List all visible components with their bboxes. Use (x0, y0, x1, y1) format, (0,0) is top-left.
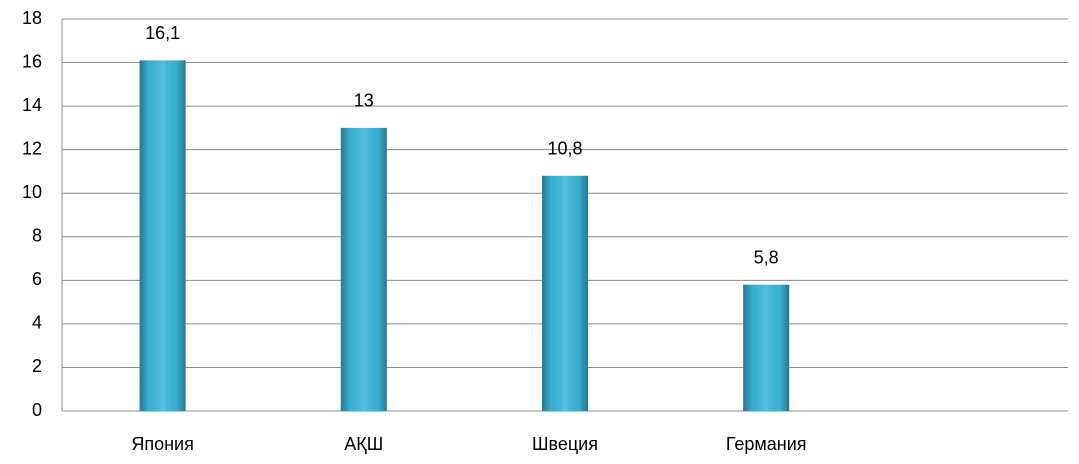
data-label: 10,8 (547, 139, 582, 159)
y-tick-label: 2 (32, 356, 42, 376)
bar (743, 284, 790, 411)
y-tick-label: 16 (22, 51, 42, 71)
data-label: 16,1 (145, 23, 180, 43)
data-label: 5,8 (754, 247, 779, 267)
bar (542, 175, 588, 411)
y-tick-label: 8 (32, 226, 42, 246)
y-tick-label: 18 (22, 8, 42, 28)
y-tick-label: 6 (32, 269, 42, 289)
x-tick-label: Германия (726, 434, 807, 454)
y-tick-label: 10 (22, 182, 42, 202)
x-tick-label: АҚШ (344, 434, 383, 454)
data-label: 13 (354, 91, 374, 111)
bar (139, 60, 186, 411)
y-tick-label: 0 (32, 400, 42, 420)
y-tick-label: 14 (22, 95, 42, 115)
x-tick-label: Япония (131, 434, 194, 454)
x-tick-label: Швеция (532, 434, 598, 454)
y-tick-label: 12 (22, 138, 42, 158)
bar (340, 127, 387, 411)
y-tick-label: 4 (32, 313, 42, 333)
